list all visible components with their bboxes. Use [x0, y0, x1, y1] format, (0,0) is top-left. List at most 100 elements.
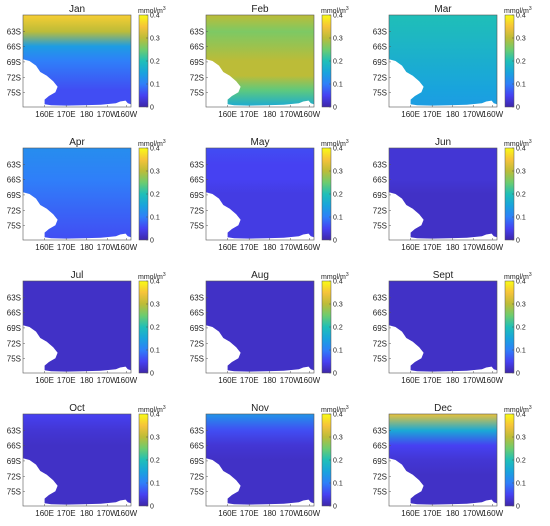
colorbar-tick-label: 0.3 — [150, 302, 160, 309]
y-tick-label: 72S — [190, 207, 204, 216]
y-tick-label: 69S — [190, 324, 204, 333]
x-tick-label: 160E — [401, 376, 420, 385]
x-tick-label: 170W — [280, 243, 301, 252]
colorbar-tick-label: 0.4 — [150, 146, 160, 153]
panel-title: Jul — [71, 270, 84, 281]
panel-title: Aug — [251, 270, 269, 281]
colorbar-tick-label: 0.2 — [516, 458, 526, 465]
axes-frame — [22, 147, 132, 241]
y-tick-label: 63S — [190, 161, 204, 170]
x-tick-label: 170E — [423, 376, 442, 385]
units-label: mmol/m3 — [504, 405, 532, 414]
y-tick-label: 75S — [7, 354, 21, 363]
x-tick-label: 170W — [463, 376, 484, 385]
colorbar-tick-label: 0.4 — [516, 146, 526, 153]
colorbar-tick-label: 0.2 — [150, 325, 160, 332]
y-tick-label: 63S — [7, 294, 21, 303]
x-tick-label: 170E — [423, 243, 442, 252]
y-tick-label: 75S — [7, 487, 21, 496]
units-label: mmol/m3 — [321, 139, 349, 148]
colorbar-tick-label: 0.4 — [516, 412, 526, 419]
y-tick-label: 72S — [373, 473, 387, 482]
y-tick-label: 69S — [7, 457, 21, 466]
x-tick-label: 180 — [446, 376, 460, 385]
colorbar-tick-label: 0.2 — [150, 59, 160, 66]
x-tick-label: 180 — [80, 110, 94, 119]
units-label: mmol/m3 — [138, 405, 166, 414]
y-tick-label: 69S — [7, 324, 21, 333]
axes-frame — [388, 14, 498, 108]
units-label: mmol/m3 — [321, 6, 349, 15]
colorbar-tick-label: 0.2 — [150, 458, 160, 465]
x-tick-label: 160W — [116, 243, 137, 252]
x-tick-label: 180 — [80, 376, 94, 385]
land-mask — [23, 192, 131, 240]
x-tick-label: 160W — [299, 243, 320, 252]
x-tick-label: 170W — [463, 509, 484, 518]
x-tick-label: 170W — [97, 376, 118, 385]
colorbar-tick-label: 0.3 — [516, 169, 526, 176]
colorbar-tick-label: 0.4 — [150, 13, 160, 20]
x-tick-label: 160E — [35, 110, 54, 119]
axes-frame — [205, 147, 315, 241]
y-tick-label: 63S — [7, 427, 21, 436]
colorbar-tick-label: 0.4 — [150, 412, 160, 419]
units-label: mmol/m3 — [321, 272, 349, 281]
colorbar-tick-label: 0.3 — [516, 435, 526, 442]
colorbar-tick-label: 0.4 — [516, 13, 526, 20]
units-label: mmol/m3 — [504, 6, 532, 15]
colorbar-tick-label: 0.1 — [150, 348, 160, 355]
colorbar-tick-label: 0 — [333, 238, 337, 245]
colorbar-tick-label: 0.4 — [150, 279, 160, 286]
colorbar-tick-label: 0.3 — [333, 435, 343, 442]
y-tick-label: 72S — [7, 74, 21, 83]
axes-frame — [205, 14, 315, 108]
x-tick-label: 170E — [57, 376, 76, 385]
y-tick-label: 69S — [373, 324, 387, 333]
colorbar-tick-label: 0.2 — [516, 59, 526, 66]
land-mask — [23, 325, 131, 373]
colorbar-tick-label: 0 — [516, 105, 520, 112]
y-tick-label: 75S — [190, 221, 204, 230]
x-tick-label: 160W — [299, 110, 320, 119]
axes-frame — [205, 280, 315, 374]
x-tick-label: 160W — [116, 376, 137, 385]
colorbar-tick-label: 0.3 — [516, 302, 526, 309]
panel-title: Mar — [434, 4, 452, 15]
y-tick-label: 66S — [7, 441, 21, 450]
colorbar-tick-label: 0.3 — [333, 36, 343, 43]
axes-frame — [22, 14, 132, 108]
units-label: mmol/m3 — [138, 272, 166, 281]
land-mask — [23, 458, 131, 506]
colorbar-tick-label: 0 — [333, 371, 337, 378]
colorbar-tick-label: 0 — [150, 238, 154, 245]
y-tick-label: 66S — [7, 308, 21, 317]
colorbar-tick-label: 0.1 — [333, 215, 343, 222]
x-tick-label: 180 — [263, 243, 277, 252]
y-tick-label: 72S — [190, 473, 204, 482]
colorbar-tick-label: 0.4 — [333, 146, 343, 153]
colorbar-tick-label: 0.2 — [333, 325, 343, 332]
colorbar-tick-label: 0 — [516, 238, 520, 245]
panel-title: May — [251, 137, 270, 148]
x-tick-label: 180 — [446, 509, 460, 518]
y-tick-label: 66S — [373, 441, 387, 450]
y-tick-label: 66S — [373, 175, 387, 184]
x-tick-label: 170W — [97, 243, 118, 252]
x-tick-label: 160E — [218, 243, 237, 252]
y-tick-label: 69S — [7, 191, 21, 200]
x-tick-label: 170E — [240, 110, 259, 119]
x-tick-label: 170W — [97, 110, 118, 119]
panel-title: Feb — [251, 4, 269, 15]
x-tick-label: 170E — [57, 110, 76, 119]
axes-frame — [388, 413, 498, 507]
colorbar-tick-label: 0.2 — [150, 192, 160, 199]
colorbar-tick-label: 0.3 — [333, 302, 343, 309]
colorbar-tick-label: 0 — [150, 504, 154, 511]
